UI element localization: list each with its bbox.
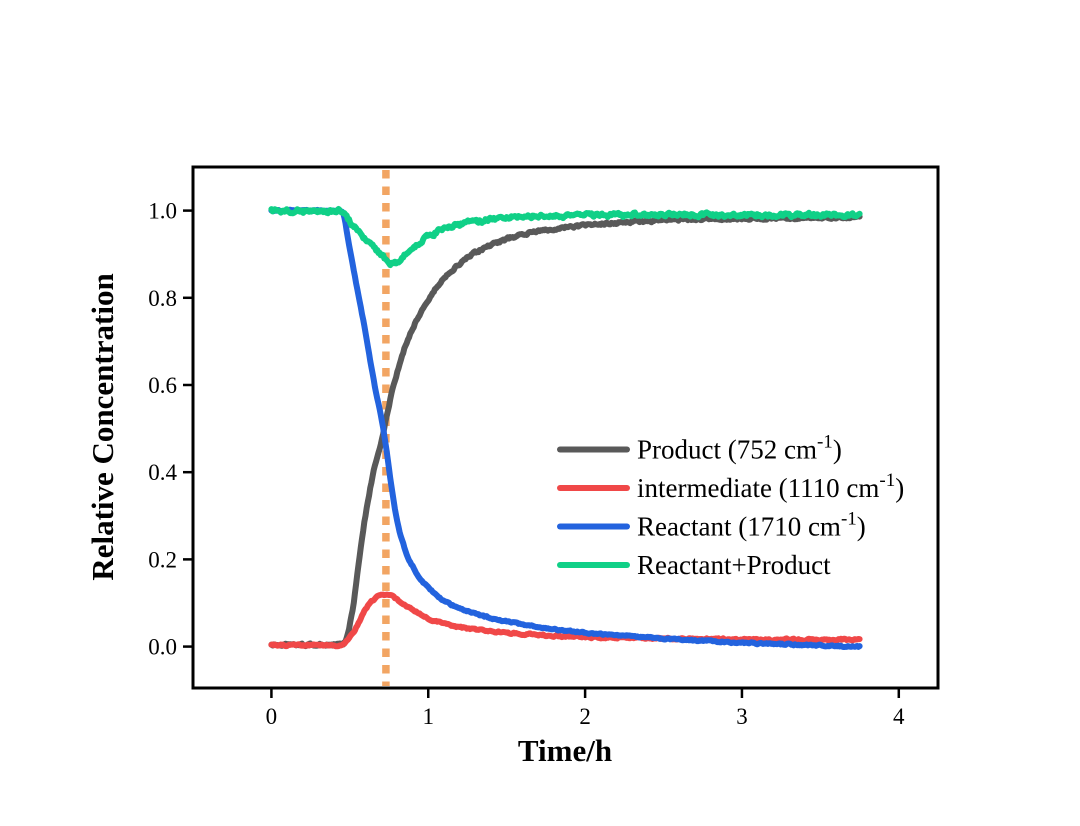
y-axis-label: Relative Concentration — [85, 273, 120, 580]
x-tick-label-2: 2 — [579, 704, 591, 729]
y-axis-ticks: 0.0 0.2 0.4 0.6 0.8 1.0 — [148, 199, 193, 660]
y-tick-label-3: 0.6 — [148, 373, 177, 398]
y-tick-label-5: 1.0 — [148, 199, 177, 224]
x-tick-label-0: 0 — [266, 704, 278, 729]
y-tick-label-1: 0.2 — [148, 547, 177, 572]
legend-item-intermediate: intermediate (1110 cm-1) — [557, 470, 904, 503]
x-tick-label-1: 1 — [423, 704, 435, 729]
legend-label-intermediate: intermediate (1110 cm-1) — [637, 470, 904, 503]
y-tick-label-0: 0.0 — [148, 635, 177, 660]
x-axis-label: Time/h — [518, 733, 612, 768]
curve-reactant — [268, 206, 863, 650]
x-tick-label-3: 3 — [736, 704, 748, 729]
plot-border — [191, 165, 940, 690]
curves — [268, 206, 863, 650]
legend-label-reactant-plus-product: Reactant+Product — [637, 550, 831, 580]
curve-reactant-plus-product — [268, 206, 863, 269]
legend-item-reactant-plus-product: Reactant+Product — [557, 550, 831, 580]
y-tick-label-2: 0.4 — [148, 460, 177, 485]
x-tick-label-4: 4 — [893, 704, 905, 729]
legend-label-product: Product (752 cm-1) — [637, 432, 842, 465]
curve-product — [268, 212, 863, 650]
legend-item-product: Product (752 cm-1) — [557, 432, 842, 465]
legend: Product (752 cm-1) intermediate (1110 cm-… — [557, 432, 904, 580]
legend-label-reactant: Reactant (1710 cm-1) — [637, 509, 866, 542]
x-axis-ticks: 0 1 2 3 4 — [266, 688, 905, 729]
legend-item-reactant: Reactant (1710 cm-1) — [557, 509, 866, 542]
y-tick-label-4: 0.8 — [148, 286, 177, 311]
curve-intermediate — [268, 591, 863, 650]
